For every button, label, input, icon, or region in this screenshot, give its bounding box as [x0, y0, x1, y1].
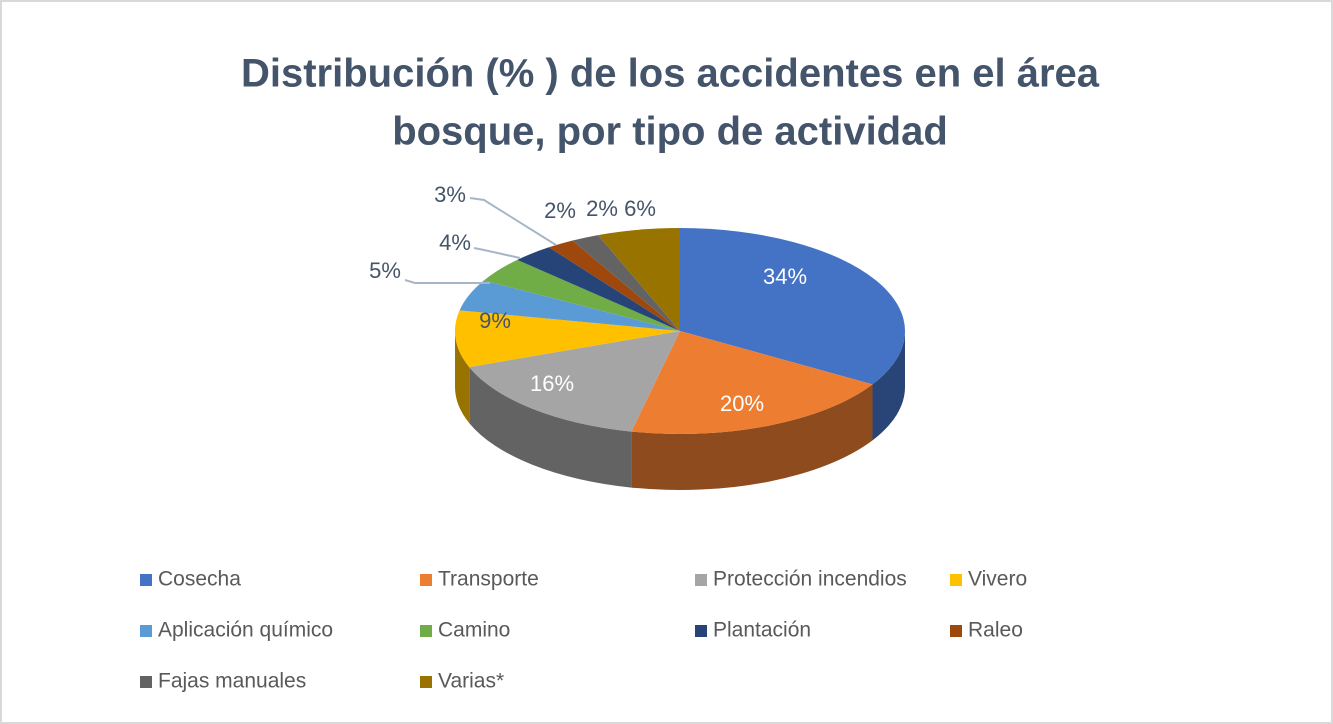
pie-slice — [680, 228, 906, 385]
legend-swatch — [420, 676, 432, 688]
pie-slice — [455, 310, 680, 368]
legend-swatch — [140, 625, 152, 637]
legend-label: Plantación — [713, 619, 811, 642]
data-label: 4% — [439, 230, 471, 255]
legend-label: Aplicación químico — [158, 619, 333, 642]
leader-line — [404, 279, 490, 284]
pie-slice — [631, 331, 873, 435]
data-label: 34% — [763, 264, 807, 289]
data-label: 20% — [720, 391, 764, 416]
data-label: 5% — [369, 258, 401, 283]
legend-label: Protección incendios — [713, 568, 907, 591]
pie-slice — [597, 228, 680, 331]
pie-slice — [469, 331, 680, 432]
leader-line — [473, 247, 521, 259]
legend-swatch — [140, 574, 152, 586]
pie-slice — [548, 240, 680, 331]
legend-swatch — [695, 574, 707, 586]
pie-side — [872, 331, 905, 441]
legend-swatch — [420, 574, 432, 586]
legend-label: Varias* — [438, 670, 504, 693]
legend-swatch — [695, 625, 707, 637]
data-label: 9% — [479, 308, 511, 333]
data-label: 6% — [624, 196, 656, 221]
pie-slice — [517, 247, 680, 331]
pie-side — [455, 331, 470, 424]
chart-title: bosque, por tipo de actividad — [392, 110, 948, 154]
legend-label: Transporte — [438, 568, 539, 591]
data-label: 3% — [434, 182, 466, 207]
pie-side — [631, 384, 873, 490]
chart-title: Distribución (% ) de los accidentes en e… — [241, 52, 1100, 96]
pie-slice — [483, 259, 680, 331]
legend-label: Fajas manuales — [158, 670, 306, 693]
pie-side — [469, 367, 632, 488]
data-label: 16% — [530, 371, 574, 396]
pie-slice — [459, 280, 680, 331]
pie-slice — [572, 235, 680, 331]
leader-line — [469, 197, 557, 246]
legend-swatch — [950, 625, 962, 637]
data-label: 2% — [544, 198, 576, 223]
legend-label: Raleo — [968, 619, 1023, 642]
legend-label: Camino — [438, 619, 510, 642]
legend-swatch — [140, 676, 152, 688]
data-label: 2% — [586, 196, 618, 221]
legend-swatch — [420, 625, 432, 637]
legend-label: Cosecha — [158, 568, 241, 591]
legend-swatch — [950, 574, 962, 586]
legend-label: Vivero — [968, 568, 1027, 591]
